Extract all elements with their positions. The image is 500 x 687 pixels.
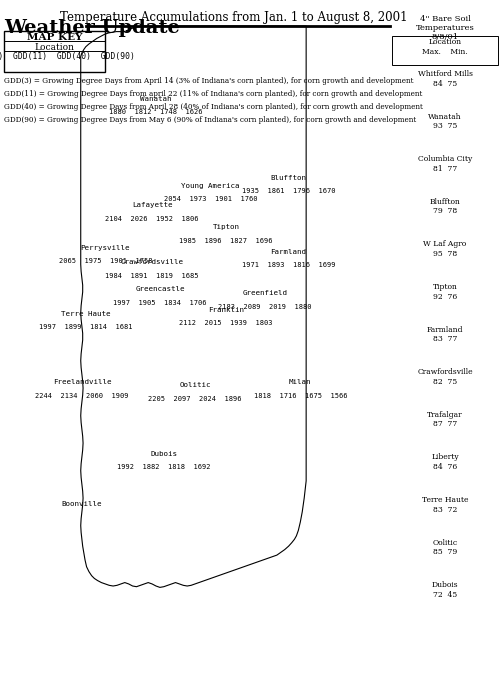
Text: Wanatah: Wanatah (140, 95, 172, 102)
Text: Crawfordsville: Crawfordsville (417, 368, 473, 376)
Text: 72  45: 72 45 (433, 591, 457, 599)
Text: Farmland: Farmland (270, 249, 306, 255)
Text: 8/8/01: 8/8/01 (432, 33, 458, 41)
Text: 2183  2089  2019  1880: 2183 2089 2019 1880 (218, 304, 312, 310)
Text: 81  77: 81 77 (433, 165, 457, 173)
Text: Columbia City: Columbia City (418, 155, 472, 164)
Text: Lafayette: Lafayette (132, 202, 172, 208)
Text: 4" Bare Soil: 4" Bare Soil (420, 15, 470, 23)
Text: 84  75: 84 75 (433, 80, 457, 88)
Text: Freelandville: Freelandville (52, 379, 111, 385)
Text: Terre Haute: Terre Haute (422, 496, 468, 504)
Text: 2205  2097  2024  1896: 2205 2097 2024 1896 (148, 396, 242, 402)
Text: 1880  1812  1748  1626: 1880 1812 1748 1626 (109, 109, 203, 115)
Text: Bluffton: Bluffton (270, 174, 306, 181)
Text: Tipton: Tipton (432, 283, 458, 291)
Text: Terre Haute: Terre Haute (61, 311, 110, 317)
Text: 1818  1716  1675  1566: 1818 1716 1675 1566 (254, 393, 347, 399)
Text: GDD(40) = Growing Degree Days from April 28 (40% of Indiana's corn planted), for: GDD(40) = Growing Degree Days from April… (4, 103, 423, 111)
Text: Wanatah: Wanatah (428, 113, 462, 121)
Text: Weather Update: Weather Update (4, 19, 180, 37)
Text: GDD(3) = Growing Degree Days from April 14 (3% of Indiana's corn planted), for c: GDD(3) = Growing Degree Days from April … (4, 77, 414, 85)
Text: Oolitic: Oolitic (179, 382, 211, 388)
Text: 1984  1891  1819  1685: 1984 1891 1819 1685 (106, 273, 199, 279)
Text: Whitford Mills: Whitford Mills (418, 70, 472, 78)
Text: Crawfordsville: Crawfordsville (120, 259, 184, 265)
Text: 84  76: 84 76 (433, 463, 457, 471)
Text: 2104  2026  1952  1806: 2104 2026 1952 1806 (106, 216, 199, 222)
Text: 1985  1896  1827  1696: 1985 1896 1827 1696 (180, 238, 273, 244)
Text: Dubois: Dubois (150, 451, 178, 457)
Text: Dubois: Dubois (432, 581, 458, 589)
Text: Temperature Accumulations from Jan. 1 to August 8, 2001: Temperature Accumulations from Jan. 1 to… (60, 11, 408, 24)
Text: 87  77: 87 77 (433, 420, 457, 429)
Text: Greenfield: Greenfield (242, 290, 288, 296)
Text: Trafalgar: Trafalgar (427, 411, 463, 419)
Text: 1997  1905  1834  1706: 1997 1905 1834 1706 (113, 300, 206, 306)
Text: Temperatures: Temperatures (416, 24, 474, 32)
Text: 93  75: 93 75 (433, 122, 457, 131)
Text: W Laf Agro: W Laf Agro (424, 240, 467, 249)
Text: Liberty: Liberty (431, 453, 459, 462)
Text: 83  77: 83 77 (433, 335, 457, 344)
Text: GDD(3)  GDD(11)  GDD(40)  GDD(90): GDD(3) GDD(11) GDD(40) GDD(90) (0, 52, 135, 61)
Text: Milan: Milan (289, 379, 312, 385)
Text: 2112  2015  1939  1803: 2112 2015 1939 1803 (180, 320, 273, 326)
Text: Oolitic: Oolitic (432, 539, 458, 547)
Text: 92  76: 92 76 (433, 293, 457, 301)
Text: 1935  1861  1796  1670: 1935 1861 1796 1670 (242, 188, 336, 194)
Text: 2244  2134  2060  1909: 2244 2134 2060 1909 (35, 393, 128, 399)
Text: GDD(90) = Growing Degree Days from May 6 (90% of Indiana's corn planted), for co: GDD(90) = Growing Degree Days from May 6… (4, 116, 416, 124)
FancyBboxPatch shape (4, 31, 106, 72)
Text: 79  78: 79 78 (433, 207, 457, 216)
Text: Boonville: Boonville (62, 501, 102, 507)
Text: 83  72: 83 72 (433, 506, 457, 514)
Text: 82  75: 82 75 (433, 378, 457, 386)
Text: 85  79: 85 79 (433, 548, 457, 556)
Text: Location: Location (34, 43, 74, 52)
Text: 1997  1899  1814  1681: 1997 1899 1814 1681 (39, 324, 132, 330)
Text: 1971  1893  1816  1699: 1971 1893 1816 1699 (242, 262, 336, 269)
Text: MAP KEY: MAP KEY (27, 33, 82, 42)
Text: 95  78: 95 78 (433, 250, 457, 258)
Text: Max.    Min.: Max. Min. (422, 48, 468, 56)
Text: GDD(11) = Growing Degree Days from april 22 (11% of Indiana's corn planted), for: GDD(11) = Growing Degree Days from april… (4, 90, 422, 98)
Text: 2065  1975  1901  1758: 2065 1975 1901 1758 (58, 258, 152, 264)
Text: 2054  1973  1901  1760: 2054 1973 1901 1760 (164, 196, 258, 203)
Text: Greencastle: Greencastle (135, 286, 184, 292)
FancyBboxPatch shape (392, 36, 498, 65)
Text: Tipton: Tipton (212, 224, 240, 230)
Text: Location: Location (428, 38, 462, 47)
Text: Young America: Young America (182, 183, 240, 189)
Text: Farmland: Farmland (427, 326, 463, 334)
Text: Bluffton: Bluffton (430, 198, 460, 206)
Text: Perrysville: Perrysville (80, 245, 130, 251)
Text: 1992  1882  1818  1692: 1992 1882 1818 1692 (117, 464, 210, 471)
Text: Franklin: Franklin (208, 306, 244, 313)
